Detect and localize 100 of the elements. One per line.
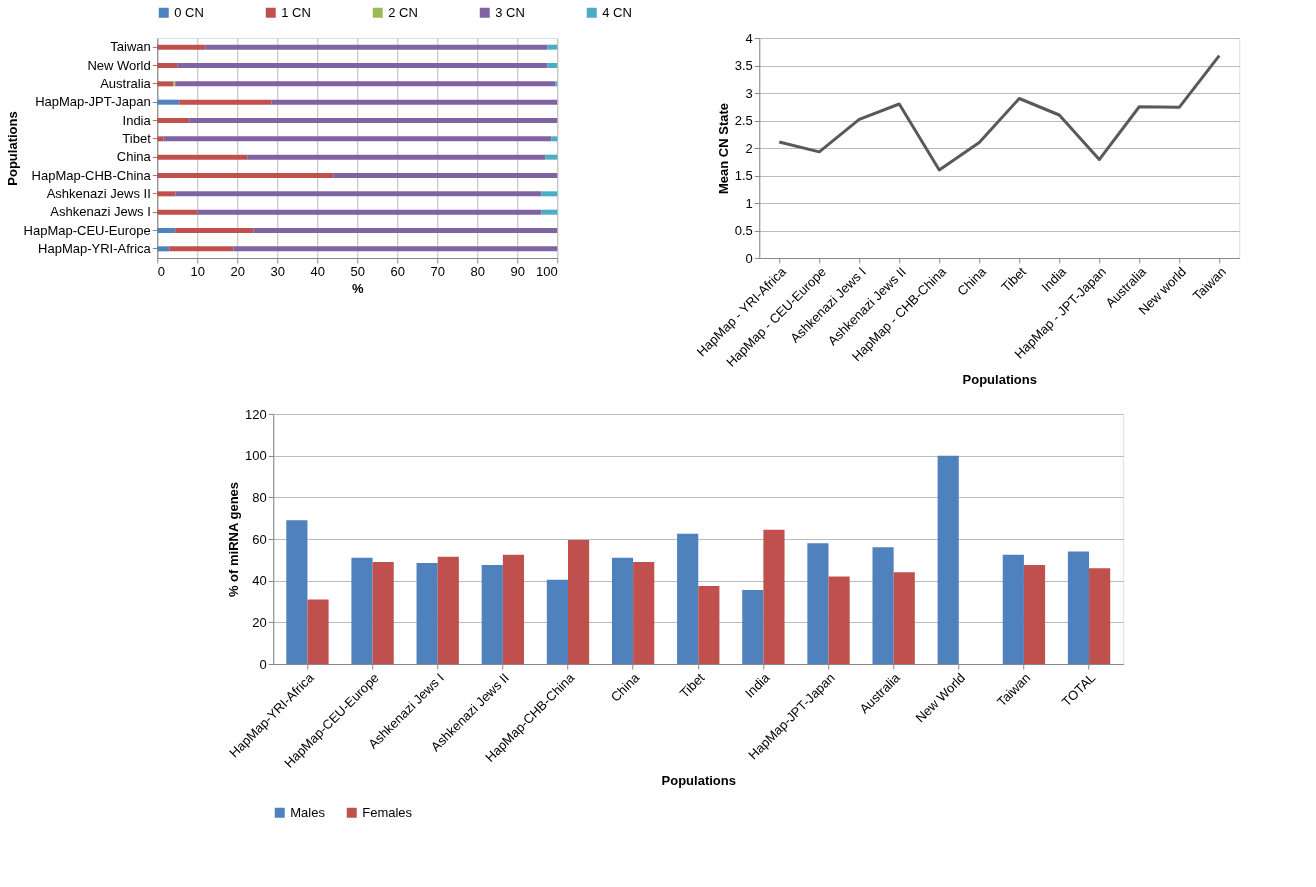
x-tick-label: 30	[270, 263, 285, 279]
bar	[541, 209, 558, 215]
bar	[163, 136, 552, 142]
x-tick-label: 70	[430, 263, 445, 279]
bar	[828, 576, 850, 664]
bar	[157, 228, 176, 233]
y-tick-label: 1.5	[734, 168, 753, 183]
legend-label: Females	[362, 804, 413, 820]
x-tick-label: 20	[230, 263, 245, 279]
y-tick-label: 2.5	[734, 113, 753, 128]
x-axis-title: Populations	[661, 772, 736, 788]
x-tick-label: 100	[536, 263, 558, 279]
bar	[893, 572, 915, 664]
bar	[157, 44, 206, 50]
bar	[567, 540, 590, 664]
bar	[175, 228, 254, 233]
bar	[157, 136, 164, 142]
y-tick-label: HapMap-CEU-Europe	[23, 222, 151, 238]
bar	[1002, 554, 1024, 664]
bar	[157, 63, 178, 68]
y-tick-label: HapMap-JPT-Japan	[35, 94, 151, 110]
bar	[416, 562, 438, 664]
y-tick-label: 1	[745, 195, 753, 211]
bar	[286, 520, 308, 664]
x-tick-label: 80	[470, 263, 485, 279]
bar	[173, 81, 176, 87]
bar	[1089, 568, 1111, 664]
bar	[742, 590, 764, 664]
y-tick-label: 60	[252, 531, 267, 547]
y-tick-label: China	[116, 149, 152, 165]
bar	[157, 154, 248, 160]
x-axis-title: Populations	[962, 371, 1037, 387]
legend-label: Males	[290, 804, 326, 820]
bar	[197, 209, 542, 215]
bar	[307, 599, 329, 664]
legend-label: 0 CN	[174, 4, 204, 20]
legend-label: 4 CN	[602, 4, 632, 20]
bar	[189, 118, 558, 123]
bar	[1067, 551, 1090, 664]
bar	[351, 557, 373, 664]
bar	[547, 63, 558, 68]
y-tick-label: HapMap-YRI-Africa	[38, 240, 152, 256]
bar	[271, 99, 558, 105]
bar	[633, 561, 655, 664]
bar	[546, 579, 568, 664]
bar	[502, 554, 525, 664]
y-tick-label: 2	[745, 140, 753, 156]
bar	[157, 246, 170, 252]
y-tick-label: 3	[745, 85, 753, 101]
legend-label: 1 CN	[281, 4, 311, 20]
x-tick-label: Tibet	[998, 263, 1030, 295]
bar	[247, 154, 546, 160]
y-tick-label: Tibet	[122, 130, 152, 146]
y-axis-title: % of miRNA genes	[226, 481, 242, 598]
x-tick-label: 40	[310, 263, 325, 279]
bar	[157, 99, 180, 105]
y-tick-label: 100	[245, 448, 267, 464]
y-tick-label: 20	[252, 614, 267, 630]
bar	[698, 585, 720, 664]
y-axis-title: Populations	[4, 111, 20, 186]
y-tick-label: 0.5	[734, 223, 753, 238]
y-tick-label: 0	[259, 656, 267, 672]
y-tick-label: HapMap-CHB-China	[31, 167, 152, 183]
x-axis-title: %	[351, 280, 364, 296]
bar	[157, 191, 176, 197]
bar	[547, 44, 558, 50]
bar	[333, 173, 558, 178]
y-tick-label: Ashkenazi Jews II	[46, 185, 151, 201]
x-tick-label: 10	[190, 263, 205, 279]
bar	[157, 81, 174, 87]
y-axis-title: Mean CN State	[715, 102, 731, 195]
y-tick-label: New World	[87, 57, 151, 73]
legend-label: 2 CN	[388, 4, 418, 20]
bar	[437, 556, 459, 664]
y-tick-label: 0	[745, 250, 753, 266]
y-tick-label: 40	[252, 573, 267, 589]
bar	[807, 543, 829, 664]
bar	[555, 81, 558, 87]
bar	[157, 173, 334, 178]
y-tick-label: 3.5	[734, 58, 753, 73]
y-tick-label: 120	[245, 406, 267, 422]
line-series	[777, 54, 1221, 172]
bar	[175, 81, 556, 87]
bar	[157, 118, 190, 123]
bar	[1023, 565, 1046, 664]
y-tick-label: 80	[252, 489, 267, 505]
y-tick-label: Australia	[100, 75, 152, 91]
bar	[253, 228, 558, 233]
x-tick-label: 60	[390, 263, 405, 279]
bar	[175, 191, 542, 197]
bar	[872, 547, 894, 664]
bar	[763, 529, 785, 664]
x-tick-label: 0	[157, 263, 165, 279]
y-tick-label: India	[122, 112, 152, 128]
legend-label: 3 CN	[495, 4, 525, 20]
y-tick-label: Ashkenazi Jews I	[50, 204, 151, 220]
bar	[372, 561, 394, 664]
bar	[157, 209, 198, 215]
x-tick-label: 90	[510, 263, 525, 279]
bar	[541, 191, 558, 197]
